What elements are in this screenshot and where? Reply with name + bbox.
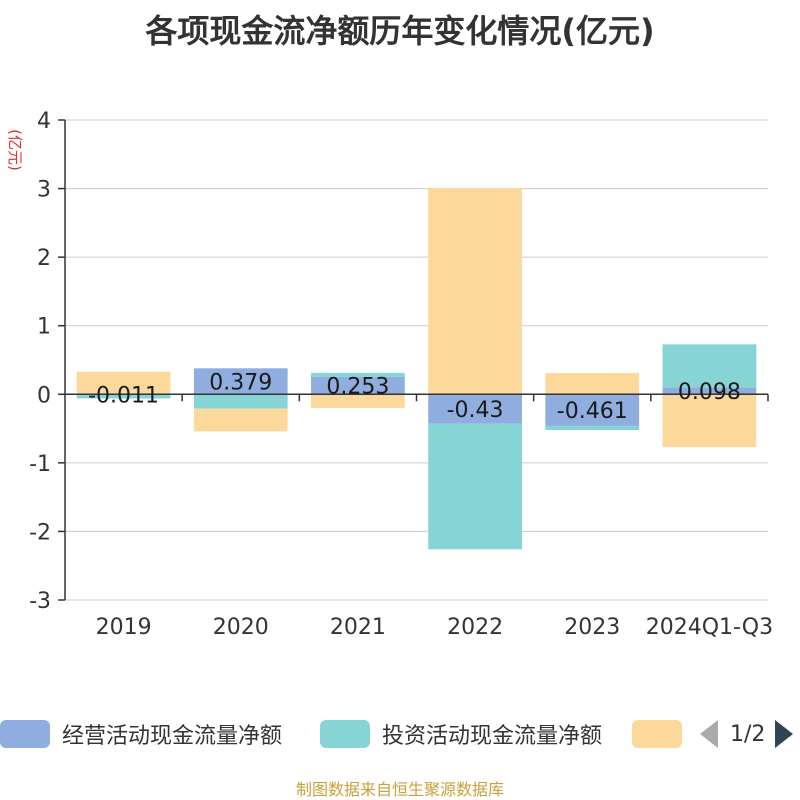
y-tick-label: 3	[37, 178, 51, 203]
bar-series1-2024Q1-Q3	[662, 344, 757, 388]
bar-series1-2019	[76, 395, 171, 399]
x-tick-label-2022: 2022	[447, 615, 503, 640]
bar-series2-2019	[76, 371, 171, 395]
legend-label-operating: 经营活动现金流量净额	[62, 724, 283, 749]
chart-plot: (亿元) 4 3 2 1 0 -1 -2 -3 2019 2020 2021 2022 2023 2024Q…	[6, 109, 773, 640]
x-tick-label-2021: 2021	[330, 615, 386, 640]
legend-item-operating[interactable]: 经营活动现金流量净额	[0, 716, 282, 752]
y-tick-label: 4	[37, 109, 51, 134]
y-tick-label: 1	[37, 315, 51, 340]
x-tick-label-2020: 2020	[213, 615, 269, 640]
bar-series2-2024Q1-Q3	[662, 394, 757, 448]
bar-series1-2022	[428, 423, 522, 550]
y-tick-label: 2	[37, 246, 51, 271]
bar-series2-2020	[193, 408, 288, 432]
bar-series2-2021	[311, 394, 405, 408]
bar-series0-2024Q1-Q3	[662, 387, 757, 395]
bar-series0-2022	[428, 394, 522, 424]
data-label-2020: 0.379	[209, 370, 272, 395]
legend-label-investing: 投资活动现金流量净额	[382, 724, 603, 749]
legend-pager: 1/2	[700, 716, 794, 752]
data-label-2022: -0.43	[447, 398, 504, 423]
y-tick-label: -3	[29, 589, 51, 614]
legend-swatch-operating	[0, 720, 50, 748]
bars	[76, 187, 757, 550]
y-axis-title: (亿元)	[6, 129, 24, 171]
data-label-2019: -0.011	[88, 384, 159, 409]
legend-item-financing[interactable]	[632, 716, 682, 752]
x-tick-label-2019: 2019	[96, 615, 152, 640]
bar-series1-2023	[545, 425, 640, 431]
axes: (亿元) 4 3 2 1 0 -1 -2 -3 2019 2020 2021 2022 2023 2024Q…	[6, 109, 773, 640]
x-tick-label-2023: 2023	[564, 615, 620, 640]
data-label-2021: 0.253	[326, 375, 389, 400]
x-tick-label-2024Q1-Q3: 2024Q1-Q3	[646, 615, 773, 640]
data-label-2024Q1-Q3: 0.098	[678, 380, 741, 405]
legend-next-arrow-icon[interactable]	[775, 720, 794, 748]
data-labels: -0.011 0.379 0.253 -0.43 -0.461 0.098	[88, 370, 741, 424]
bar-series0-2021	[311, 376, 405, 395]
chart-title: 各项现金流净额历年变化情况(亿元)	[145, 12, 655, 50]
legend: 经营活动现金流量净额 投资活动现金流量净额 1/2	[0, 716, 800, 752]
bar-series0-2020	[193, 368, 288, 395]
bar-series2-2023	[545, 373, 640, 395]
legend-swatch-financing	[632, 720, 682, 748]
data-label-2023: -0.461	[557, 399, 628, 424]
y-tick-label: -2	[29, 520, 51, 545]
y-tick-label: -1	[29, 452, 51, 477]
bar-series1-2020	[193, 394, 288, 409]
legend-prev-arrow-icon[interactable]	[700, 720, 718, 748]
bar-series2-2022	[428, 187, 522, 395]
bar-series0-2023	[545, 394, 640, 426]
data-source-note: 制图数据来自恒生聚源数据库	[295, 780, 504, 799]
grid-lines	[65, 119, 768, 601]
bar-series1-2021	[311, 372, 405, 377]
legend-page-indicator: 1/2	[730, 721, 766, 747]
legend-item-investing[interactable]: 投资活动现金流量净额	[320, 716, 602, 752]
legend-swatch-investing	[320, 720, 370, 748]
y-tick-label: 0	[37, 383, 51, 408]
